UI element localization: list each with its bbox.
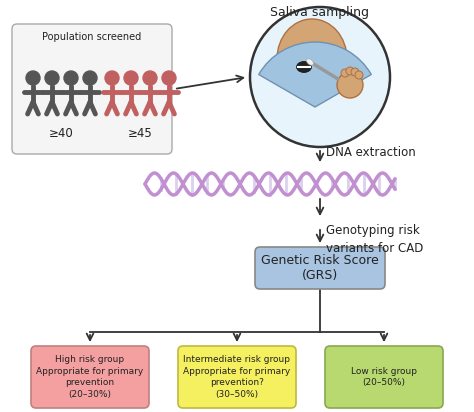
Ellipse shape <box>297 61 311 73</box>
Text: High risk group
Appropriate for primary
prevention
(20–30%): High risk group Appropriate for primary … <box>36 355 144 399</box>
Circle shape <box>346 67 354 75</box>
Circle shape <box>162 71 176 85</box>
FancyBboxPatch shape <box>31 346 149 408</box>
Text: Genetic Risk Score
(GRS): Genetic Risk Score (GRS) <box>261 254 379 282</box>
Circle shape <box>124 71 138 85</box>
Circle shape <box>64 71 78 85</box>
Text: ≥40: ≥40 <box>49 127 73 140</box>
Circle shape <box>351 68 359 76</box>
Text: ≥45: ≥45 <box>128 127 152 140</box>
Ellipse shape <box>307 59 313 65</box>
Text: Genotyping risk
variants for CAD: Genotyping risk variants for CAD <box>326 224 423 255</box>
Circle shape <box>45 71 59 85</box>
FancyBboxPatch shape <box>325 346 443 408</box>
Text: Population screened: Population screened <box>42 32 142 42</box>
Text: Intermediate risk group
Appropriate for primary
prevention?
(30–50%): Intermediate risk group Appropriate for … <box>183 355 291 399</box>
Circle shape <box>355 71 363 79</box>
FancyBboxPatch shape <box>12 24 172 154</box>
Circle shape <box>83 71 97 85</box>
Text: DNA extraction: DNA extraction <box>326 145 416 159</box>
FancyBboxPatch shape <box>255 247 385 289</box>
Circle shape <box>105 71 119 85</box>
Circle shape <box>143 71 157 85</box>
FancyBboxPatch shape <box>178 346 296 408</box>
Ellipse shape <box>277 19 347 99</box>
Text: Low risk group
(20–50%): Low risk group (20–50%) <box>351 367 417 387</box>
Circle shape <box>26 71 40 85</box>
Circle shape <box>337 72 363 98</box>
Circle shape <box>341 69 349 77</box>
Wedge shape <box>259 42 371 107</box>
Text: Saliva sampling: Saliva sampling <box>271 6 370 19</box>
Circle shape <box>250 7 390 147</box>
